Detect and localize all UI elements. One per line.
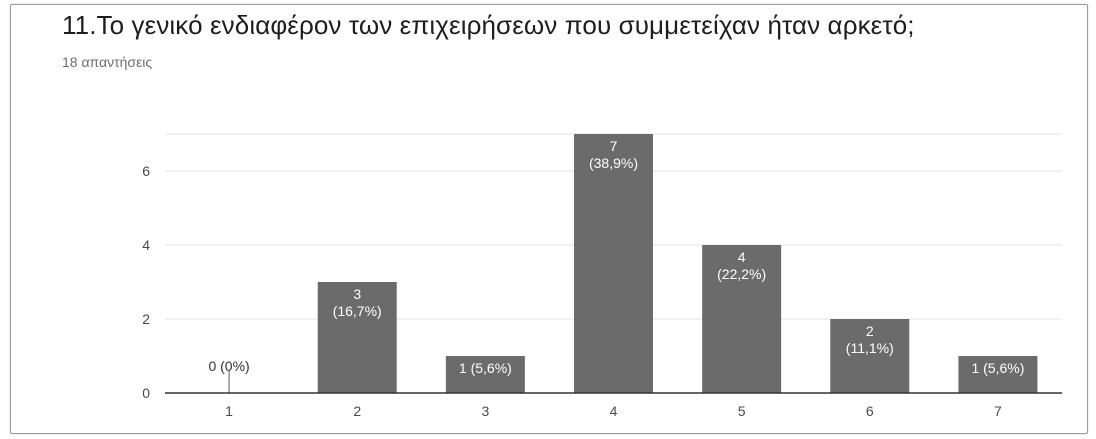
y-tick-label: 6 [142,163,150,179]
axes: 0 2 4 6 1 2 3 4 5 6 7 [142,163,1062,419]
data-label: 7 [610,138,618,154]
bar-3 [445,356,525,393]
y-tick-label: 2 [142,311,150,327]
bar-2 [317,282,397,393]
data-label: 0 (0%) [208,358,249,374]
x-tick-label: 3 [481,403,489,419]
x-tick-label: 1 [225,403,233,419]
x-tick-label: 4 [610,403,618,419]
data-label: (16,7%) [333,303,382,319]
question-title: 11.Το γενικό ενδιαφέρον των επιχειρήσεων… [62,10,915,40]
response-count: 18 απαντήσεις [62,54,153,70]
data-label: 3 [353,286,361,302]
x-tick-label: 5 [738,403,746,419]
data-label: (38,9%) [589,155,638,171]
data-label: (11,1%) [846,340,894,356]
data-label: 1 (5,6%) [971,360,1024,376]
x-tick-label: 6 [866,403,874,419]
data-label: (22,2%) [717,266,766,282]
bar-4 [574,134,653,393]
data-label: 1 (5,6%) [459,360,512,376]
y-tick-label: 4 [142,237,150,253]
x-tick-label: 2 [353,403,361,419]
y-tick-label: 0 [142,385,150,401]
x-tick-label: 7 [994,403,1002,419]
bars [228,134,1038,393]
bar-7 [958,356,1038,393]
data-labels: 0 (0%) 3(16,7%) 1 (5,6%) 7(38,9%) 4(22,2%) 2(… [208,138,1024,376]
data-label: 2 [866,323,874,339]
bar-6 [830,319,910,393]
data-label: 4 [738,249,746,265]
bar-5 [702,245,782,393]
